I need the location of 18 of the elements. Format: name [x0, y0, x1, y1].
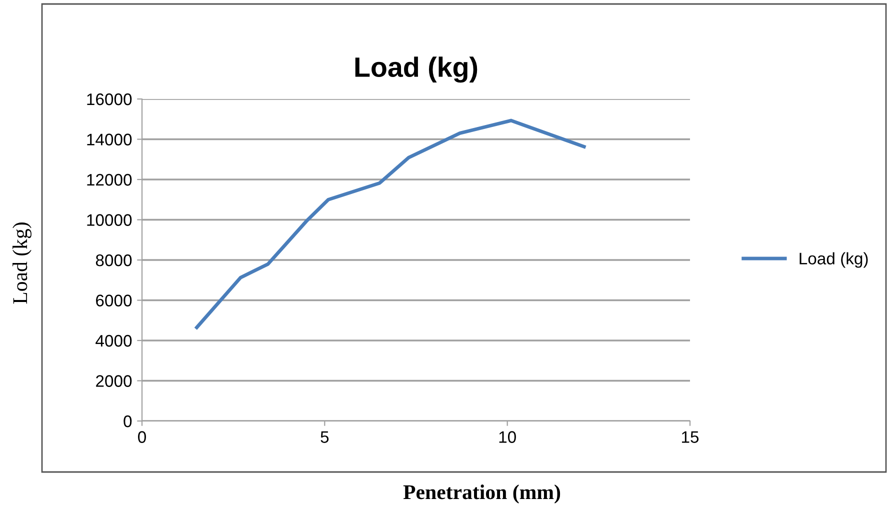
y-tick-label: 8000 [96, 254, 132, 266]
y-tick-label: 12000 [87, 174, 132, 186]
y-tick-label: 10000 [87, 214, 132, 226]
y-tick-label: 6000 [96, 294, 132, 306]
chart-title: Load (kg) [355, 56, 478, 83]
legend-label: Load (kg) [800, 252, 868, 268]
y-axis-title: Load (kg) [12, 222, 32, 304]
y-tick-label: 2000 [96, 375, 132, 387]
x-tick-label: 10 [499, 431, 516, 443]
x-axis-title: Penetration (mm) [403, 484, 560, 504]
y-tick-label: 16000 [87, 93, 132, 106]
y-tick-label: 0 [124, 415, 132, 428]
x-tick-label: 0 [138, 431, 146, 443]
y-tick-label: 4000 [96, 334, 132, 347]
line-series [195, 118, 586, 330]
x-tick-label: 5 [320, 431, 329, 443]
y-tick-label: 14000 [87, 134, 132, 146]
x-tick-label: 15 [682, 431, 699, 443]
